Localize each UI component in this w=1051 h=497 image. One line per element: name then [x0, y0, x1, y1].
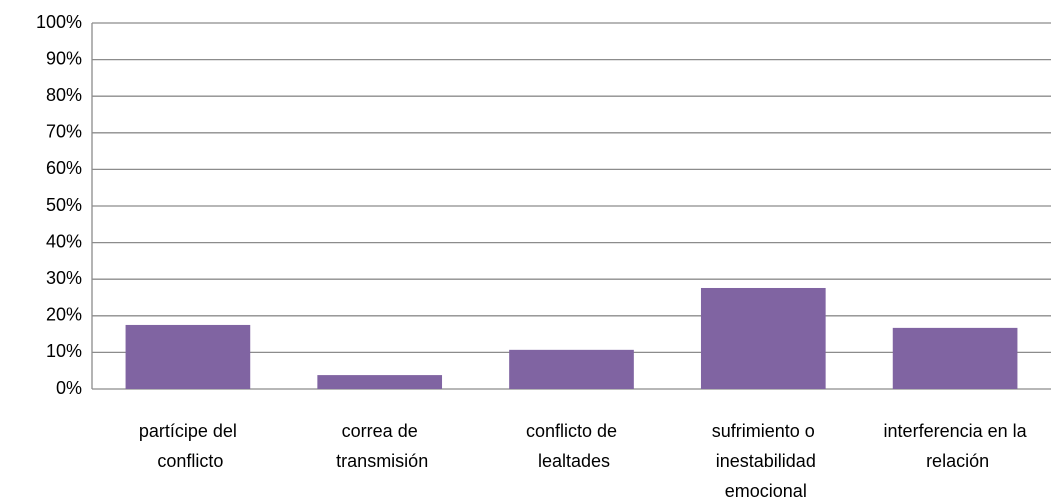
y-tick-label: 10% — [46, 341, 82, 361]
bar — [700, 287, 826, 389]
x-tick-label: correa de transmisión — [331, 421, 428, 471]
bar — [317, 375, 443, 389]
x-tick-label: sufrimiento o inestabilidad emocional — [711, 421, 816, 497]
y-tick-label: 20% — [46, 305, 82, 325]
y-tick-label: 80% — [46, 85, 82, 105]
y-tick-label: 100% — [36, 12, 82, 32]
x-tick-label: partícipe del conflicto — [139, 421, 237, 471]
bar — [509, 349, 634, 389]
y-tick-label: 70% — [46, 122, 82, 142]
y-tick-label: 40% — [46, 231, 82, 251]
x-tick-label: conflicto de lealtades — [526, 421, 617, 471]
y-tick-label: 90% — [46, 48, 82, 68]
y-tick-label: 60% — [46, 158, 82, 178]
y-tick-label: 30% — [46, 268, 82, 288]
bar — [125, 324, 251, 389]
y-tick-label: 0% — [56, 378, 82, 398]
y-tick-label: 50% — [46, 195, 82, 215]
x-tick-label: interferencia en la relación — [884, 421, 1028, 471]
bar — [892, 327, 1018, 389]
